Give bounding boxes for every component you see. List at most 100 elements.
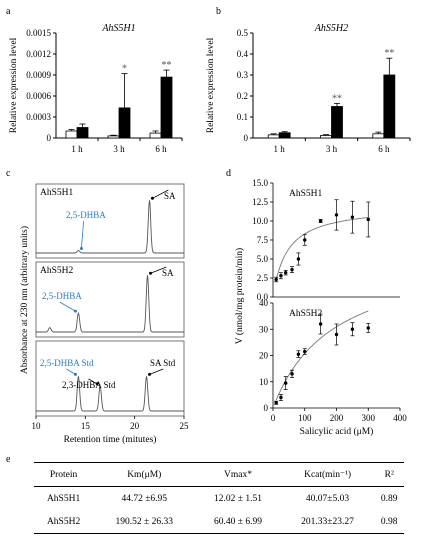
peak-arrow-head	[73, 372, 77, 376]
x-tick-label: 300	[362, 413, 376, 423]
bar	[267, 134, 280, 139]
y-tick-label: 0.0015	[26, 28, 51, 38]
chromatogram-label: AhS5H1	[40, 188, 74, 198]
peak-annotation: SA	[164, 191, 176, 201]
table-cell: 40.07±5.03	[305, 493, 350, 504]
y-axis-label: Relative expression level	[9, 37, 19, 133]
x-tick-label: 15	[81, 421, 91, 431]
y-tick-label: 5.0	[257, 254, 269, 264]
chromatogram-trace	[36, 200, 184, 254]
y-axis-label: Relative expression level	[206, 37, 216, 133]
panel-label-e: e	[6, 454, 11, 465]
chromatogram-label: AhS5H2	[40, 266, 74, 276]
peak-arrow-head	[150, 196, 154, 200]
bar	[65, 130, 78, 139]
table-cell: AhS5H2	[46, 516, 81, 527]
chromatogram-trace	[36, 275, 184, 333]
y-tick-label: 0	[244, 133, 249, 143]
bar	[118, 107, 131, 139]
table-cell: 0.89	[380, 493, 398, 504]
y-tick-label: 2.5	[257, 273, 269, 283]
michaelis-menten-fit	[275, 217, 369, 281]
data-point	[279, 395, 283, 400]
y-tick-label: 0.0012	[26, 49, 51, 59]
peak-arrow	[81, 220, 84, 249]
x-tick-label: 0	[271, 413, 276, 423]
peak-arrow	[152, 189, 169, 199]
x-tick-label: 1 h	[71, 144, 83, 154]
chromatogram-frame	[35, 261, 185, 338]
y-tick-label: 12.5	[252, 197, 268, 207]
peak-annotation: 2,5-DHBA Std	[40, 358, 94, 368]
bar	[372, 133, 385, 139]
table-cell: 190.52 ± 26.33	[115, 516, 173, 527]
y-tick-label: 0	[264, 403, 269, 413]
table-cell: 0.98	[380, 516, 398, 527]
y-tick-label: 10	[259, 377, 269, 387]
data-point	[350, 215, 355, 219]
x-tick-label: 3 h	[113, 144, 125, 154]
table-cell: 60.40 ± 6.99	[214, 516, 262, 527]
bar	[278, 132, 291, 139]
panel-label-d: d	[226, 168, 231, 179]
peak-arrow	[59, 301, 76, 312]
bar	[331, 106, 343, 139]
data-point	[279, 274, 283, 278]
header-protein: Protein	[49, 469, 78, 480]
x-tick-label: 25	[180, 421, 190, 431]
peak-arrow-head	[95, 382, 99, 386]
peak-arrow	[150, 266, 167, 274]
bar	[149, 132, 162, 139]
data-point	[274, 277, 278, 282]
data-point	[366, 217, 370, 222]
y-tick-label: 20	[259, 351, 269, 361]
table-cell: 12.02 ± 1.51	[214, 493, 262, 504]
table-header-row: Protein Km(μM) Vmax* Kcat(min⁻¹) R²	[34, 462, 404, 487]
peak-arrow-head	[148, 271, 152, 275]
chromatogram-trace	[36, 376, 184, 412]
data-point	[334, 213, 339, 217]
bar	[107, 135, 120, 139]
data-point	[334, 332, 339, 337]
x-tick-label: 400	[393, 413, 407, 423]
y-axis-label: Absorbance at 230 nm (arbitrary units)	[19, 226, 30, 374]
peak-annotation: 2,3-DHBA Std	[62, 380, 116, 390]
x-tick-label: 3 h	[326, 144, 338, 154]
kinetics-label: AhS5H2	[289, 309, 323, 319]
y-tick-label: 0.1	[237, 112, 248, 122]
data-point	[284, 270, 288, 275]
data-point	[350, 327, 355, 331]
table-cell: AhS5H1	[46, 493, 81, 504]
data-point	[366, 326, 370, 330]
peak-arrow-head	[73, 309, 77, 313]
data-point	[274, 401, 278, 405]
chromatogram-frame	[35, 183, 185, 259]
bar	[76, 127, 89, 139]
table-cell: 44.72 ±6.95	[121, 493, 168, 504]
data-point	[284, 381, 288, 385]
chart-title: AhS5H2	[314, 23, 348, 34]
chromatogram-frame	[35, 340, 185, 417]
peak-arrow	[88, 378, 98, 385]
michaelis-menten-fit	[275, 310, 369, 401]
chart-b: 0 0.1 0.2 0.3 0.4 0.5 AhS5H2 Relative expressio…	[206, 23, 411, 154]
x-tick-label: 6 h	[155, 144, 167, 154]
x-axis-label: Salicylic acid (μM)	[300, 426, 374, 437]
data-point	[303, 349, 307, 354]
x-tick-label: 200	[330, 413, 344, 423]
header-kcat: Kcat(min⁻¹)	[304, 470, 351, 480]
data-point	[290, 372, 294, 376]
significance-marker: **	[332, 93, 342, 104]
y-tick-label: 10.0	[252, 216, 268, 226]
table-row: AhS5H2 190.52 ± 26.33 60.40 ± 6.99 201.3…	[34, 510, 404, 534]
y-tick-label: 0.0	[257, 292, 269, 302]
chart-a: 0 0.0003 0.0006 0.0009 0.0012 0.0015 AhS5H1 Rel…	[9, 23, 183, 154]
y-tick-label: 0.2	[237, 91, 248, 101]
bar	[320, 135, 332, 139]
y-tick-label: 0.5	[237, 28, 249, 38]
peak-arrow	[66, 368, 76, 375]
data-point	[296, 257, 301, 261]
x-tick-label: 20	[130, 421, 140, 431]
data-point	[296, 352, 301, 356]
y-tick-label: 0	[47, 133, 52, 143]
